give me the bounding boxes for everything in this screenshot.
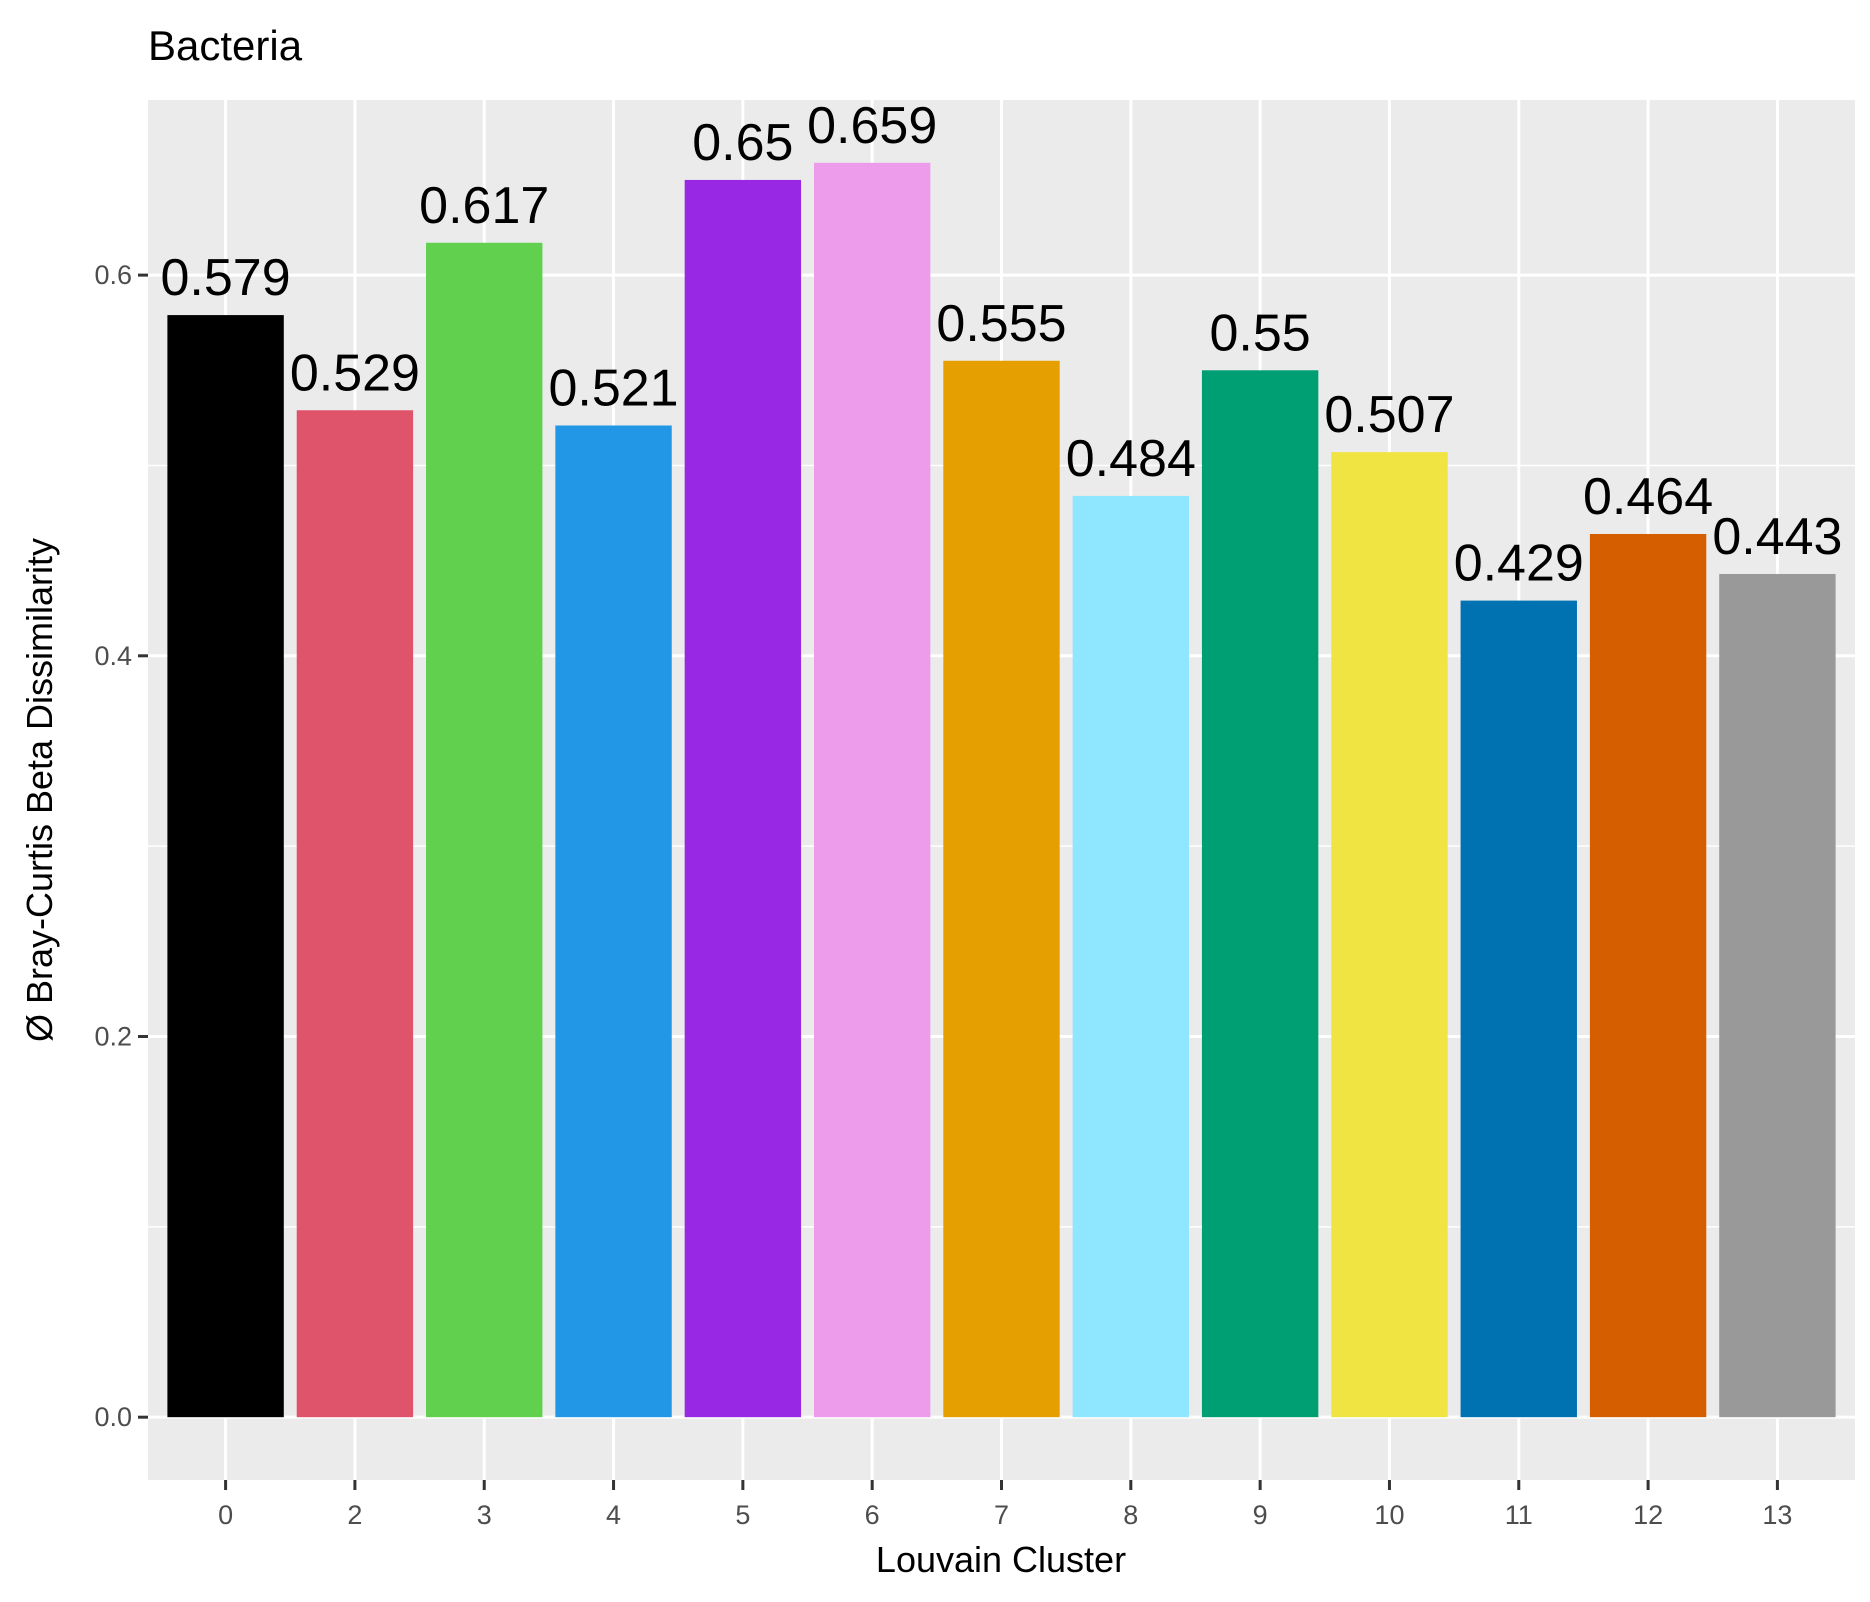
x-tick-label: 11: [1505, 1500, 1533, 1530]
bar-cluster-9: [1201, 370, 1319, 1418]
x-tick-label: 8: [1123, 1500, 1138, 1530]
y-tick-label: 0.2: [94, 1021, 132, 1051]
data-label: 0.484: [1066, 430, 1196, 488]
data-labels: 0.579 0.529 0.617 0.521 0.65 0.659 0.555 0.484 0…: [161, 97, 1843, 593]
x-tick-label: 5: [735, 1500, 750, 1530]
bar-cluster-8: [1072, 495, 1190, 1418]
bar-cluster-10: [1331, 452, 1448, 1418]
bar-cluster-11: [1460, 600, 1577, 1418]
data-label: 0.617: [419, 177, 549, 235]
bar-cluster-12: [1589, 533, 1707, 1418]
data-label: 0.579: [161, 249, 291, 307]
bar-cluster-13: [1719, 573, 1836, 1418]
x-tick-label: 12: [1633, 1500, 1663, 1530]
x-tick-label: 9: [1253, 1500, 1268, 1530]
x-tick-label: 2: [347, 1500, 362, 1530]
x-axis-title: Louvain Cluster: [876, 1539, 1126, 1580]
data-label: 0.55: [1210, 304, 1311, 362]
bar-cluster-0: [167, 315, 284, 1418]
bars: [167, 162, 1836, 1418]
y-tick-label: 0.6: [94, 260, 132, 290]
x-axis: 0 2 3 4 5 6 7 8 9 10 11 12 13: [218, 1480, 1792, 1530]
y-axis: 0.0 0.2 0.4 0.6: [94, 260, 148, 1432]
y-tick-label: 0.0: [94, 1402, 132, 1432]
bar-cluster-6: [813, 162, 931, 1418]
x-tick-label: 6: [865, 1500, 880, 1530]
x-tick-label: 3: [477, 1500, 492, 1530]
data-label: 0.659: [807, 97, 937, 155]
data-label: 0.507: [1324, 386, 1454, 444]
bar-cluster-4: [555, 425, 672, 1418]
bar-cluster-7: [943, 360, 1060, 1418]
bar-cluster-2: [296, 410, 414, 1418]
x-tick-label: 13: [1762, 1500, 1792, 1530]
data-label: 0.429: [1454, 535, 1584, 593]
data-label: 0.443: [1712, 508, 1842, 566]
bar-cluster-3: [426, 242, 543, 1418]
y-tick-label: 0.4: [94, 641, 132, 671]
data-label: 0.555: [936, 295, 1066, 353]
bar-cluster-5: [684, 179, 802, 1418]
x-tick-label: 7: [994, 1500, 1009, 1530]
x-tick-label: 0: [218, 1500, 233, 1530]
data-label: 0.521: [548, 359, 678, 417]
data-label: 0.464: [1583, 468, 1713, 526]
data-label: 0.65: [692, 114, 793, 172]
chart-title: Bacteria: [148, 22, 303, 69]
y-axis-title: Ø Bray-Curtis Beta Dissimilarity: [19, 538, 60, 1042]
x-tick-label: 10: [1374, 1500, 1404, 1530]
x-tick-label: 4: [606, 1500, 621, 1530]
data-label: 0.529: [290, 344, 420, 402]
